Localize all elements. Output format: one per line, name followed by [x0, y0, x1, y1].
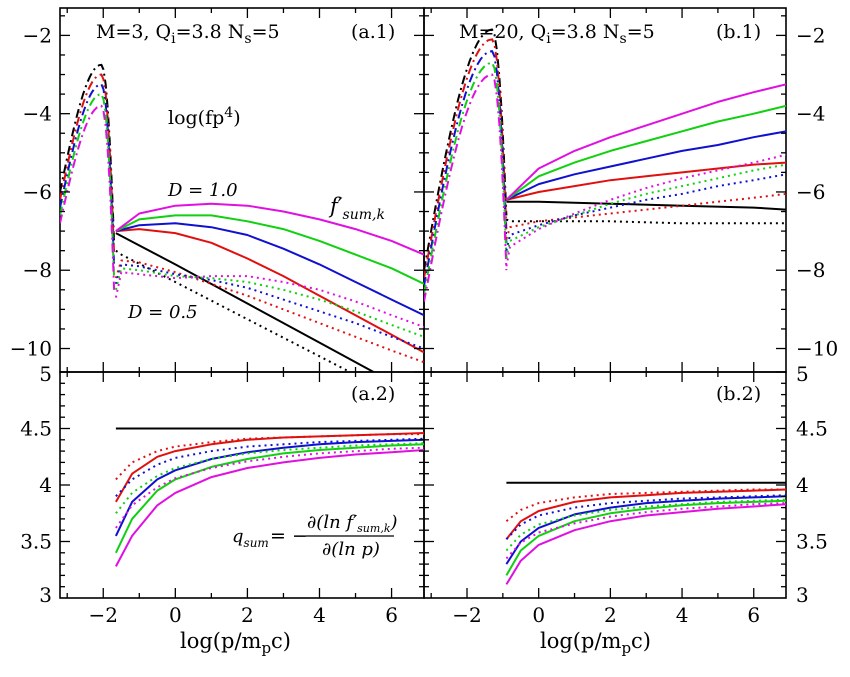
y-tick-label-top-left: −4 [23, 102, 52, 126]
series-a1-solid-blue [115, 222, 424, 317]
series-a2-solid-red [115, 432, 424, 503]
qsum-eq: = − [270, 525, 308, 547]
series-b1-solid-magenta [505, 83, 786, 201]
y-tick-label-bottom-left: 4.5 [20, 417, 52, 441]
panel-b2-tag: (b.2) [716, 383, 761, 405]
series-a2-solid-blue [114, 438, 424, 537]
thermal-peak-b1-4 [424, 73, 508, 302]
xaxis-label-right: log(p/mpc) [540, 629, 651, 657]
y-tick-label-bottom-left: 4 [39, 473, 52, 497]
series-a2-dotted-magenta [115, 446, 424, 529]
y-tick-label-top-right: −8 [796, 258, 825, 282]
x-tick-label-right: −2 [452, 603, 481, 627]
y-tick-label-bottom-right: 3 [796, 583, 809, 607]
x-tick-label-left: 6 [385, 603, 398, 627]
thermal-peak-a1-2 [60, 83, 116, 267]
y-tick-label-top-right: −6 [796, 180, 825, 204]
curves-layer [60, 28, 786, 585]
series-a1-dotted-red [114, 259, 424, 364]
y-tick-label-bottom-right: 5 [796, 362, 809, 386]
x-tick-label-left: 2 [241, 603, 254, 627]
y-tick-label-top-left: −10 [10, 337, 52, 361]
label-d-high: D = 1.0 [167, 180, 238, 201]
xaxis-label-left: log(p/mpc) [180, 629, 291, 657]
series-b1-solid-red [506, 161, 786, 201]
series-a2-dotted-blue [115, 437, 424, 497]
y-tick-label-bottom-left: 3 [39, 583, 52, 607]
series-b2-solid-red [505, 488, 786, 540]
series-a1-solid-green [115, 214, 424, 285]
qsum-lhs: qsum [232, 526, 269, 550]
y-tick-label-top-left: −8 [23, 258, 52, 282]
qsum-formula: qsum = − ∂(ln f′sum,k) ∂(ln p) [232, 512, 398, 560]
x-tick-label-left: 0 [169, 603, 182, 627]
series-b1-dotted-magenta [505, 153, 786, 267]
y-tick-label-bottom-right: 4.5 [796, 417, 828, 441]
series-b1-dotted-green [505, 163, 786, 259]
ylabel-log-fp4: log(fp4) [168, 105, 241, 129]
y-tick-label-top-right: −4 [796, 102, 825, 126]
series-b1-dotted-black [505, 218, 786, 225]
ticks-layer: −2 0 2 4 6 −2 0 2 4 6−2 −2−4 −4−6 −6−8 −8−10 −105 54.5 4… [10, 8, 838, 627]
series-a1-dotted-magenta [114, 271, 424, 328]
thermal-peak-b1-1 [424, 38, 508, 279]
series-b1-solid-blue [505, 130, 786, 201]
series-a1-solid-red [115, 228, 424, 354]
qsum-numerator: ∂(ln f′sum,k) [307, 512, 398, 535]
panel-a2-tag: (a.2) [351, 383, 395, 405]
thermal-peak-b1-2 [424, 50, 508, 287]
series-b2-solid-green [505, 499, 786, 576]
y-tick-label-top-left: −2 [23, 23, 52, 47]
x-tick-label-left: −2 [89, 603, 118, 627]
thermal-peak-a1-0 [60, 63, 116, 243]
panel-b1-tag: (b.1) [716, 21, 761, 43]
x-tick-label-right: 4 [676, 603, 689, 627]
label-fsum: f′sum,k [328, 194, 385, 223]
x-tick-label-left: 4 [313, 603, 326, 627]
series-b2-solid-magenta [505, 503, 786, 585]
y-tick-label-bottom-left: 3.5 [20, 530, 52, 554]
y-tick-label-bottom-left: 5 [39, 362, 52, 386]
series-b1-solid-black [506, 200, 786, 211]
x-tick-label-right: 2 [604, 603, 617, 627]
y-tick-label-bottom-right: 4 [796, 473, 809, 497]
panel-b2-frame [423, 371, 787, 599]
thermal-peak-a1-3 [60, 93, 116, 279]
series-b2-solid-blue [505, 495, 786, 565]
series-a2-solid-green [114, 443, 424, 554]
panel-b1-title: M=20, Qi=3.8 Ns=5 [459, 21, 655, 47]
series-a1-solid-magenta [115, 202, 424, 256]
series-a1-dotted-black [115, 249, 353, 372]
series-b2-dotted-green [505, 498, 786, 552]
thermal-peak-b1-0 [424, 28, 508, 271]
series-b1-solid-green [505, 104, 786, 201]
series-b2-dotted-magenta [505, 502, 786, 560]
series-a2-solid-magenta [115, 449, 424, 567]
series-b1-dotted-blue [505, 173, 786, 251]
y-tick-label-top-right: −10 [796, 337, 838, 361]
y-tick-label-top-right: −2 [796, 23, 825, 47]
x-tick-label-right: 6 [747, 603, 760, 627]
y-tick-label-bottom-right: 3.5 [796, 530, 828, 554]
thermal-peak-b1-3 [424, 61, 508, 294]
series-a2-dotted-green [115, 442, 424, 514]
x-tick-label-right: 0 [532, 603, 545, 627]
series-a1-solid-black [115, 232, 376, 372]
panel-a1-tag: (a.1) [351, 21, 395, 43]
thermal-peak-a1-1 [60, 73, 116, 255]
qsum-denominator: ∂(ln p) [322, 539, 380, 560]
thermal-peak-a1-4 [60, 104, 116, 290]
series-b2-dotted-red [505, 488, 786, 522]
label-d-low: D = 0.5 [127, 302, 198, 323]
panel-a2-frame [59, 371, 425, 599]
series-b2-dotted-blue [505, 494, 786, 540]
y-tick-label-top-left: −6 [23, 180, 52, 204]
panel-a1-title: M=3, Qi=3.8 Ns=5 [96, 21, 280, 47]
